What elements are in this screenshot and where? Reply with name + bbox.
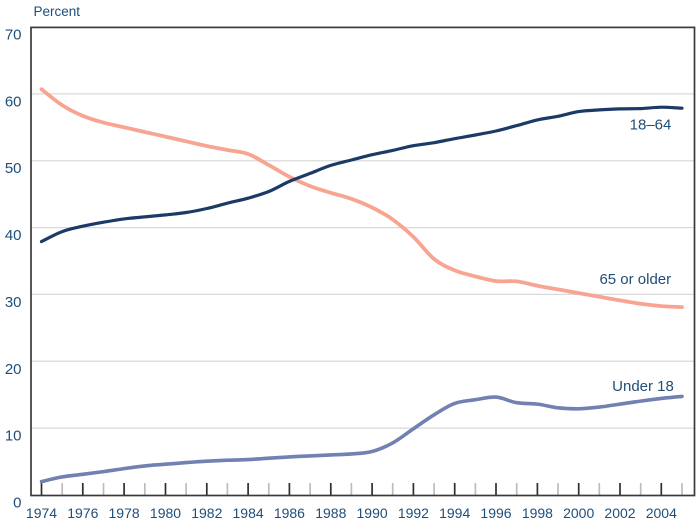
- svg-text:1974: 1974: [26, 505, 57, 521]
- svg-text:1982: 1982: [191, 505, 222, 521]
- svg-text:2002: 2002: [604, 505, 635, 521]
- svg-text:60: 60: [5, 93, 22, 110]
- svg-text:Percent: Percent: [34, 4, 81, 19]
- svg-text:1992: 1992: [398, 505, 429, 521]
- svg-text:10: 10: [5, 428, 22, 445]
- svg-text:1996: 1996: [480, 505, 511, 521]
- svg-text:2000: 2000: [563, 505, 594, 521]
- svg-text:1988: 1988: [315, 505, 346, 521]
- svg-text:1994: 1994: [439, 505, 470, 521]
- svg-text:0: 0: [13, 495, 21, 512]
- svg-text:1976: 1976: [67, 505, 98, 521]
- svg-text:Under 18: Under 18: [612, 378, 674, 395]
- svg-text:1980: 1980: [150, 505, 181, 521]
- svg-text:1986: 1986: [274, 505, 305, 521]
- svg-text:1990: 1990: [357, 505, 388, 521]
- svg-text:1998: 1998: [522, 505, 553, 521]
- svg-text:40: 40: [5, 227, 22, 244]
- svg-text:30: 30: [5, 294, 22, 311]
- svg-text:18–64: 18–64: [630, 117, 672, 134]
- svg-text:65 or older: 65 or older: [599, 271, 671, 288]
- svg-text:50: 50: [5, 160, 22, 177]
- svg-text:1978: 1978: [109, 505, 140, 521]
- svg-text:70: 70: [5, 27, 22, 44]
- svg-text:1984: 1984: [233, 505, 264, 521]
- svg-text:2004: 2004: [646, 505, 677, 521]
- svg-text:20: 20: [5, 361, 22, 378]
